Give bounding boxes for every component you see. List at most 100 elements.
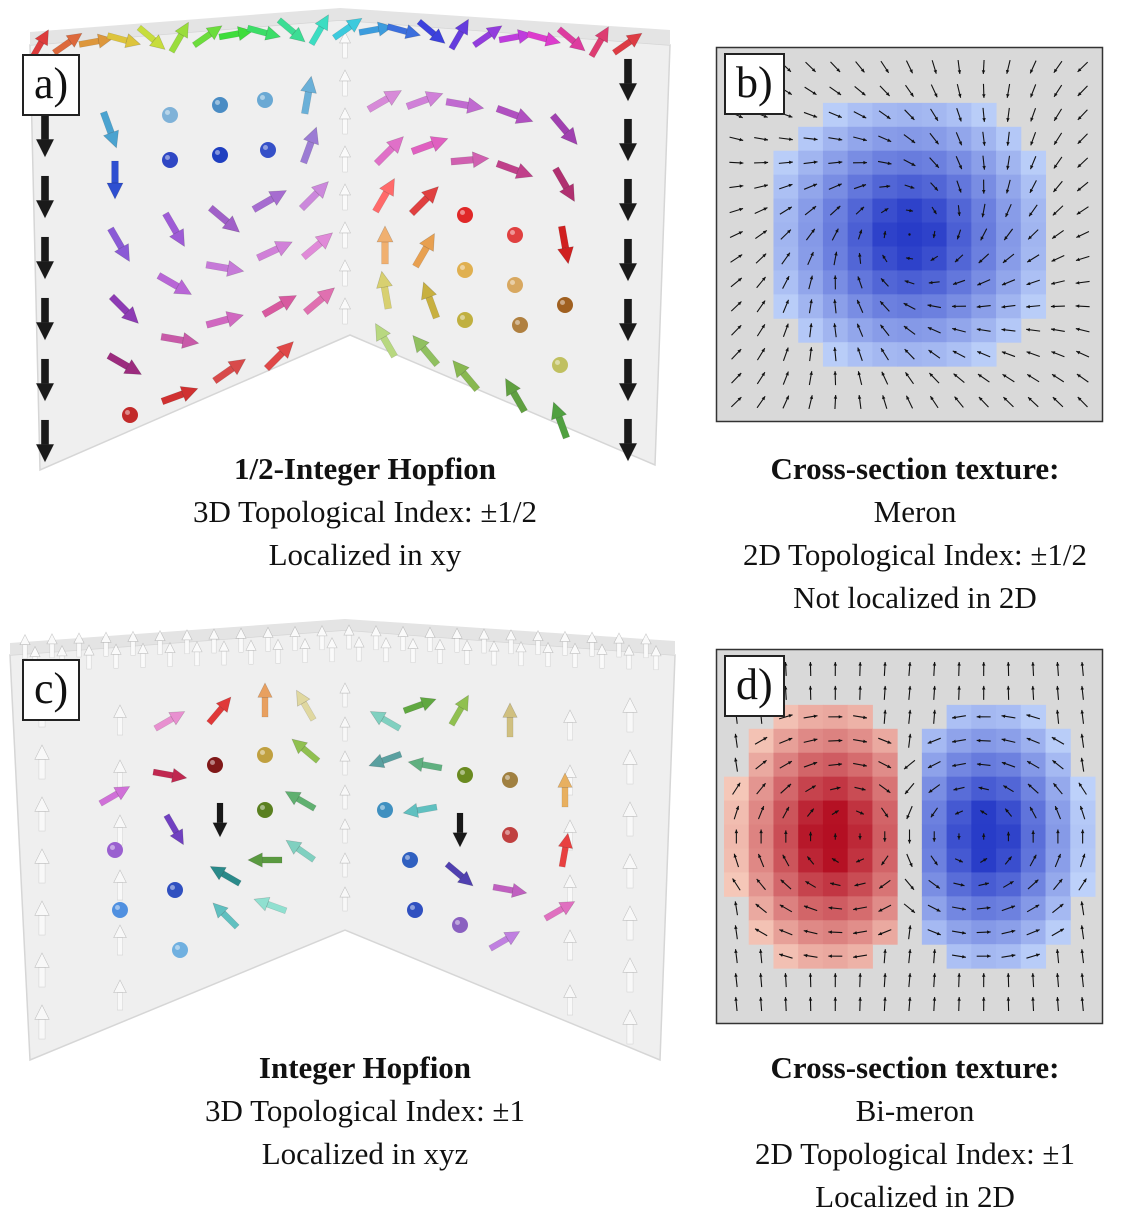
spin-arrow (932, 949, 937, 964)
panel-d-label: d) (724, 655, 785, 717)
edge-up-arrow (113, 869, 127, 901)
spin-arrow (930, 807, 938, 818)
spin-point (207, 757, 223, 773)
spin-arrow (778, 160, 793, 165)
spin-arrow (1053, 132, 1063, 145)
spin-arrow (1054, 805, 1062, 820)
spin-arrow-right (450, 151, 490, 169)
spin-arrow (732, 878, 741, 891)
spin-arrow (212, 902, 240, 930)
spin-arrow (878, 135, 892, 143)
spin-arrow-left (300, 75, 317, 115)
spin-point-left (162, 107, 178, 123)
surface-arrow (137, 642, 149, 668)
spin-arrow (756, 782, 766, 795)
surface-arrow (542, 641, 554, 667)
spin-arrow (828, 762, 843, 767)
spin-arrow (953, 786, 965, 791)
spin-arrow (1005, 60, 1011, 74)
surface-arrow (83, 644, 95, 670)
spin-arrow (905, 84, 914, 97)
spin-point (502, 772, 518, 788)
spin-arrow (779, 760, 793, 769)
spin-arrow (857, 347, 863, 361)
spin-point-right (552, 357, 568, 373)
panel-c-index: 3D Topological Index: ±1 (205, 1093, 525, 1128)
spin-arrow-right (445, 97, 485, 114)
center-up-arrow (339, 818, 351, 844)
spin-arrow (1001, 738, 1016, 743)
spin-arrow (931, 60, 937, 74)
spin-arrow (857, 276, 863, 289)
spin-arrow (780, 783, 792, 794)
spin-arrow (808, 275, 814, 290)
spin-arrow (1075, 255, 1090, 262)
spin-arrow (1078, 782, 1087, 795)
spin-arrow (828, 183, 842, 190)
spin-arrow (928, 349, 941, 359)
surface-arrow (451, 627, 463, 653)
edge-down-arrow (35, 114, 55, 158)
surface-arrow (331, 17, 363, 41)
spin-arrow (930, 855, 938, 866)
spin-point (107, 842, 123, 858)
spin-arrow (833, 661, 838, 676)
spin-point-right (512, 317, 528, 333)
surface-arrow (556, 26, 586, 52)
surface-arrow (532, 629, 544, 655)
spin-arrow (1055, 997, 1060, 1012)
surface-arrow (276, 17, 306, 43)
spin-arrow (759, 949, 763, 964)
spin-arrow (1051, 351, 1065, 358)
spin-arrow-left (298, 181, 329, 212)
spin-arrow (880, 207, 889, 214)
spin-arrow (808, 831, 813, 842)
spin-arrow (877, 160, 892, 166)
spin-arrow (783, 661, 788, 676)
spin-arrow-right (495, 104, 534, 124)
spin-arrow (1077, 109, 1088, 121)
surface-arrow (613, 632, 625, 658)
spin-arrow (730, 277, 743, 288)
spin-arrow (543, 901, 576, 922)
spin-arrow (976, 954, 991, 958)
spin-arrow (804, 205, 817, 216)
spin-arrow (1006, 973, 1011, 988)
center-up-arrow (339, 750, 351, 776)
spin-arrow (878, 879, 891, 889)
spin-arrow (978, 396, 989, 408)
spin-arrow (755, 759, 767, 770)
spin-arrow (782, 275, 790, 289)
spin-arrow (212, 802, 228, 838)
spin-arrow (1055, 661, 1060, 676)
spin-arrow (1006, 685, 1011, 700)
panel-b: b) (715, 46, 1104, 423)
spin-arrow (932, 685, 937, 700)
spin-arrow (1002, 253, 1015, 264)
spin-arrow (209, 866, 242, 887)
surface-arrow (407, 637, 419, 663)
spin-arrow (932, 230, 936, 239)
spin-arrow (803, 137, 818, 141)
surface-arrow (559, 630, 571, 656)
spin-arrow (927, 326, 941, 334)
spin-arrow (951, 304, 966, 309)
spin-arrow (803, 183, 818, 190)
spin-arrow (853, 906, 868, 911)
spin-arrow-right (552, 166, 575, 203)
spin-arrow (734, 901, 739, 916)
spin-arrow (1029, 60, 1037, 74)
spin-arrow (734, 733, 738, 748)
spin-point (112, 902, 128, 918)
spin-arrow (883, 973, 887, 988)
spin-arrow (803, 953, 818, 958)
spin-arrow (830, 786, 841, 791)
spin-arrow (904, 782, 915, 795)
spin-arrow (907, 829, 912, 844)
spin-arrow (853, 715, 868, 720)
edge-up-arrow (563, 984, 577, 1016)
spin-arrow (881, 807, 889, 818)
edge-up-arrow (113, 924, 127, 956)
spin-arrow (557, 832, 573, 868)
spin-arrow (754, 184, 769, 189)
